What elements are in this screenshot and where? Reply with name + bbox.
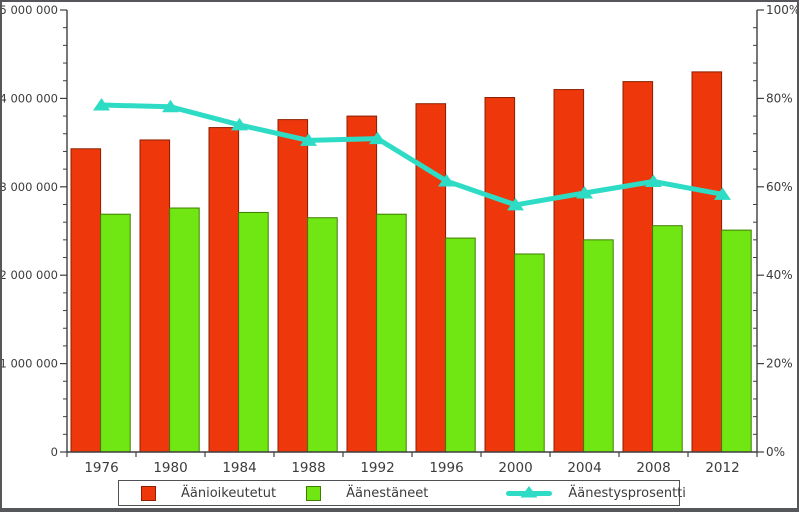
turnout-marker-1996 [438, 174, 455, 187]
x-axis-year-label: 1996 [429, 460, 463, 476]
bar-eligible-2004 [553, 89, 585, 453]
legend-label-turnout: Äänestysprosentti [568, 485, 686, 501]
x-axis-year-label: 2004 [567, 460, 601, 476]
turnout-marker-1984 [231, 117, 248, 131]
bar-eligible-2000 [484, 97, 516, 453]
line-series-layer [93, 98, 731, 211]
right-axis-tick-label: 60% [766, 180, 793, 194]
left-axis-tick-label: 5 000 000 [2, 3, 58, 17]
bar-voted-2012 [721, 229, 752, 453]
bar-eligible-1976 [70, 148, 102, 453]
turnout-marker-2004 [576, 185, 593, 199]
turnout-marker-2008 [645, 174, 662, 187]
x-axis-year-label: 2012 [705, 460, 739, 476]
turnout-marker-1992 [369, 131, 386, 145]
legend-item-turnout: Äänestysprosentti [506, 486, 686, 501]
legend-label-voters: Äänestäneet [346, 485, 429, 501]
bar-voted-2008 [652, 225, 683, 453]
right-axis-tick-label: 80% [766, 91, 793, 105]
bar-voted-2000 [514, 253, 545, 453]
bar-eligible-1980 [139, 139, 171, 453]
x-axis-year-label: 1976 [84, 460, 118, 476]
left-axis-tick-label: 3 000 000 [2, 180, 58, 194]
turnout-marker-2012 [714, 187, 731, 200]
bar-eligible-1988 [277, 119, 309, 453]
green-bar-swatch-icon [306, 485, 322, 501]
bar-voted-1988 [307, 217, 338, 453]
turnout-marker-2000 [507, 197, 524, 211]
right-axis-tick-label: 40% [766, 268, 793, 282]
bar-eligible-1984 [208, 127, 240, 453]
bar-eligible-1992 [346, 115, 378, 453]
x-axis-year-label: 2000 [498, 460, 532, 476]
bar-eligible-2012 [691, 71, 723, 453]
bar-voted-2004 [583, 239, 614, 453]
turnout-marker-1980 [162, 99, 179, 113]
axis-labels-layer: 0 1 000 000 2 000 000 3 000 000 4 000 000 5 0… [2, 3, 797, 476]
bar-eligible-2008 [622, 81, 654, 453]
red-bar-swatch-icon [141, 485, 156, 501]
bar-voted-1984 [238, 211, 269, 453]
legend-item-eligible-voters: Äänioikeutetut [141, 485, 277, 501]
x-axis-year-label: 1988 [291, 460, 325, 476]
right-axis-tick-label: 100% [766, 3, 797, 17]
turnout-marker-1976 [93, 98, 110, 111]
x-axis-year-label: 1984 [222, 460, 256, 476]
left-axis-tick-label: 0 [51, 445, 58, 459]
x-axis-year-label: 2008 [636, 460, 670, 476]
right-axis-tick-label: 0% [766, 445, 785, 459]
left-axis-tick-label: 1 000 000 [2, 357, 58, 371]
bars-layer [70, 71, 752, 453]
right-axis-tick-label: 20% [766, 357, 793, 371]
turnout-marker-1988 [300, 133, 317, 146]
turnout-line [99, 102, 725, 208]
x-axis-year-label: 1980 [153, 460, 187, 476]
bar-voted-1980 [169, 207, 200, 453]
bar-voted-1996 [445, 237, 476, 453]
bar-voted-1992 [376, 213, 407, 453]
legend-item-voters: Äänestäneet [306, 485, 429, 501]
bar-eligible-1996 [415, 103, 447, 453]
bar-voted-1976 [100, 213, 131, 453]
legend-label-eligible-voters: Äänioikeutetut [181, 485, 277, 501]
left-axis-tick-label: 2 000 000 [2, 268, 58, 282]
turnout-line-marker-icon [506, 486, 553, 498]
axes-layer [60, 9, 764, 457]
legend: Äänioikeutetut Äänestäneet Äänestysprose… [118, 480, 686, 506]
x-axis-year-label: 1992 [360, 460, 394, 476]
left-axis-tick-label: 4 000 000 [2, 91, 58, 105]
